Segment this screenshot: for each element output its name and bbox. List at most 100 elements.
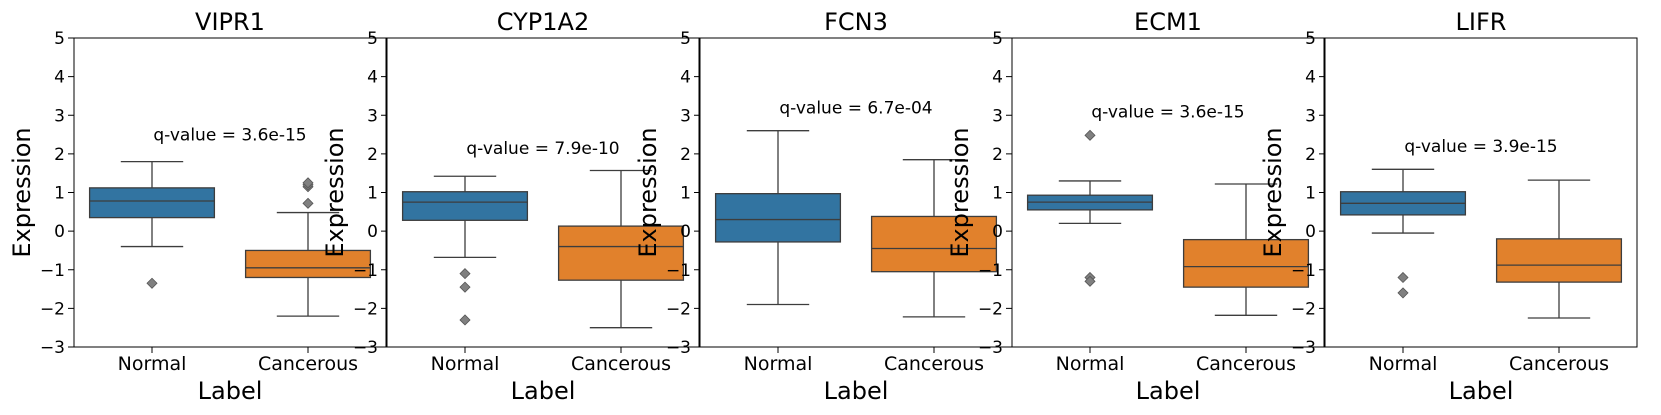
outlier-point [459,281,471,293]
y-tick-label: 0 [367,222,378,242]
y-tick-label: 3 [1305,106,1316,126]
q-value-annotation: q-value = 3.6e-15 [153,126,306,146]
outlier-point [1397,271,1409,284]
outlier-point [146,277,158,289]
panel-lifr: LIFR 5 4 3 2 1 0 −1 −2 −3 q-value = 3.9e-15 Normal C… [1259,8,1638,405]
box-cancerous [557,169,685,329]
outlier-point [1397,287,1409,299]
y-tick-label: −1 [40,261,65,281]
outlier-point [1084,275,1096,287]
y-axis-label: Expression [1259,127,1287,257]
box-normal [1026,129,1154,287]
iqr-box [1182,238,1310,288]
x-axis-label: Label [511,377,576,405]
y-tick-label: 1 [680,184,691,204]
outlier-point [459,314,471,326]
x-tick-label: Cancerous [1196,353,1296,375]
y-tick-label: 0 [54,222,65,242]
x-axis-label: Label [1136,377,1201,405]
y-tick-label: −2 [666,299,691,319]
x-axis-label: Label [1449,377,1514,405]
x-tick-label: Normal [744,353,813,375]
y-tick-label: 0 [992,222,1003,242]
y-tick-label: 4 [1305,68,1316,88]
q-value-annotation: q-value = 3.9e-15 [1404,137,1557,157]
box-normal [1339,168,1467,299]
q-value-annotation: q-value = 3.6e-15 [1091,102,1244,122]
iqr-box [401,191,529,221]
iqr-box [1495,238,1623,283]
y-tick-label: −3 [978,338,1003,358]
x-tick-label: Normal [118,353,187,375]
iqr-box [870,215,998,273]
y-tick-label: 4 [992,68,1003,88]
y-tick-label: −3 [1291,338,1316,358]
panel-ecm1: ECM1 5 4 3 2 1 0 −1 −2 −3 q-value = 3.6e-15 Normal C… [946,8,1325,405]
y-tick-label: 2 [54,145,65,165]
y-tick-label: 2 [680,145,691,165]
y-tick-label: 5 [1305,29,1316,49]
y-tick-label: −3 [353,338,378,358]
box-cancerous [870,159,998,318]
y-tick-label: 0 [1305,222,1316,242]
y-axis-label: Expression [8,127,36,257]
iqr-box [557,225,685,281]
outlier-point [302,177,314,189]
y-tick-label: 3 [992,106,1003,126]
x-tick-label: Normal [431,353,500,375]
x-axis-label: Label [824,377,889,405]
panel-title: CYP1A2 [497,8,589,36]
x-tick-label: Cancerous [571,353,671,375]
iqr-box [88,187,216,219]
y-tick-label: 1 [367,184,378,204]
y-tick-label: 0 [680,222,691,242]
x-tick-label: Cancerous [258,353,358,375]
panel-cyp1a2: CYP1A2 5 4 3 2 1 0 −1 −2 −3 q-value = 7.9e-10 Norma… [321,8,700,405]
y-axis-label: Expression [321,127,349,257]
x-tick-label: Normal [1056,353,1125,375]
outlier-point [1084,129,1096,141]
box-normal [88,160,216,289]
y-tick-label: 1 [54,184,65,204]
y-tick-label: −3 [40,338,65,358]
outlier-point [459,268,471,280]
x-tick-label: Cancerous [884,353,984,375]
y-tick-label: −2 [40,299,65,319]
y-tick-label: 3 [367,106,378,126]
y-tick-label: −1 [666,261,691,281]
y-tick-label: 3 [680,106,691,126]
y-tick-label: 2 [1305,145,1316,165]
y-tick-label: 5 [54,29,65,49]
x-tick-label: Normal [1369,353,1438,375]
panel-title: ECM1 [1134,8,1202,36]
y-tick-label: 4 [54,68,65,88]
box-normal [401,175,529,326]
y-tick-label: −1 [353,261,378,281]
y-tick-label: −2 [978,299,1003,319]
y-tick-label: 1 [992,184,1003,204]
panel-title: LIFR [1456,8,1507,36]
y-tick-label: 5 [992,29,1003,49]
plot-frame [1324,37,1638,348]
x-tick-label: Cancerous [1509,353,1609,375]
panel-title: VIPR1 [195,8,265,36]
box-cancerous [1495,179,1623,319]
panel-fcn3: FCN3 5 4 3 2 1 0 −1 −2 −3 q-value = 6.7e-04 Normal C… [634,8,1013,405]
box-cancerous [1182,183,1310,316]
y-axis-label: Expression [634,127,662,257]
box-cancerous [244,177,372,317]
outlier-point [302,197,314,209]
y-tick-label: 1 [1305,184,1316,204]
y-tick-label: 3 [54,106,65,126]
q-value-annotation: q-value = 7.9e-10 [466,139,619,159]
y-tick-label: 5 [680,29,691,49]
y-axis-label: Expression [946,127,974,257]
panel-vipr1: VIPR1 5 4 3 2 1 0 −1 −2 −3 q-value = 3.6e-15 Normal… [8,8,387,405]
y-tick-label: −3 [666,338,691,358]
x-axis-label: Label [198,377,263,405]
y-tick-label: 2 [367,145,378,165]
q-value-annotation: q-value = 6.7e-04 [779,99,932,119]
y-tick-label: 5 [367,29,378,49]
y-tick-label: 4 [367,68,378,88]
